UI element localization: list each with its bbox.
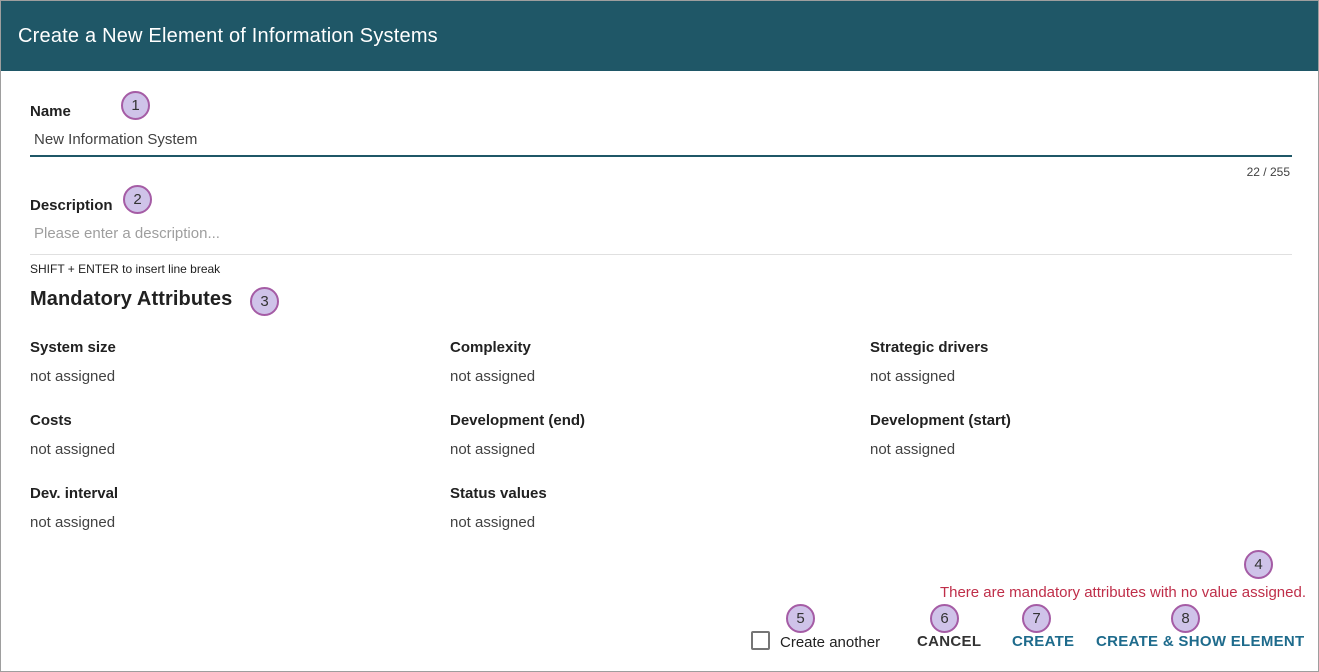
cancel-button[interactable]: CANCEL	[917, 633, 982, 650]
name-input[interactable]	[30, 131, 1292, 157]
attribute-cell: Strategic drivers not assigned	[870, 339, 1292, 385]
dialog-title: Create a New Element of Information Syst…	[18, 24, 438, 47]
mandatory-attributes-heading: Mandatory Attributes	[30, 288, 233, 310]
attribute-label: Strategic drivers	[870, 339, 989, 356]
annotation-badge-2: 2	[123, 185, 152, 214]
char-counter: 22 / 255	[1246, 165, 1290, 179]
create-another-checkbox[interactable]	[751, 631, 770, 650]
attribute-value: not assigned	[450, 441, 536, 458]
annotation-badge-5: 5	[786, 604, 815, 633]
mandatory-error-message: There are mandatory attributes with no v…	[939, 584, 1306, 601]
attribute-value: not assigned	[30, 368, 116, 385]
description-input[interactable]	[30, 225, 1292, 255]
attribute-cell: Development (end) not assigned	[450, 412, 870, 458]
attribute-value: not assigned	[450, 514, 536, 531]
line-break-hint: SHIFT + ENTER to insert line break	[30, 262, 221, 276]
attribute-cell: System size not assigned	[30, 339, 450, 385]
create-and-show-element-button[interactable]: CREATE & SHOW ELEMENT	[1096, 633, 1305, 650]
attribute-value: not assigned	[870, 441, 956, 458]
attribute-label: Costs	[30, 412, 72, 429]
attribute-label: System size	[30, 339, 116, 356]
create-button[interactable]: CREATE	[1012, 633, 1075, 650]
name-label: Name	[30, 103, 71, 120]
annotation-badge-8: 8	[1171, 604, 1200, 633]
annotation-badge-6: 6	[930, 604, 959, 633]
attribute-label: Dev. interval	[30, 485, 119, 502]
attribute-label: Complexity	[450, 339, 531, 356]
description-label: Description	[30, 197, 113, 214]
attribute-value: not assigned	[30, 514, 116, 531]
attribute-cell: Status values not assigned	[450, 485, 870, 531]
annotation-badge-4: 4	[1244, 550, 1273, 579]
attribute-cell: Development (start) not assigned	[870, 412, 1292, 458]
annotation-badge-3: 3	[250, 287, 279, 316]
annotation-badge-1: 1	[121, 91, 150, 120]
attribute-value: not assigned	[30, 441, 116, 458]
annotation-badge-7: 7	[1022, 604, 1051, 633]
attribute-cell: Dev. interval not assigned	[30, 485, 450, 531]
attribute-value: not assigned	[870, 368, 956, 385]
attribute-value: not assigned	[450, 368, 536, 385]
attribute-label: Status values	[450, 485, 547, 502]
attribute-label: Development (end)	[450, 412, 586, 429]
attribute-cell: Complexity not assigned	[450, 339, 870, 385]
create-another-label[interactable]: Create another	[780, 634, 881, 651]
mandatory-attributes-grid: System size not assigned Complexity not …	[30, 339, 1292, 531]
dialog-header: Create a New Element of Information Syst…	[1, 1, 1318, 71]
attribute-cell: Costs not assigned	[30, 412, 450, 458]
attribute-label: Development (start)	[870, 412, 1011, 429]
